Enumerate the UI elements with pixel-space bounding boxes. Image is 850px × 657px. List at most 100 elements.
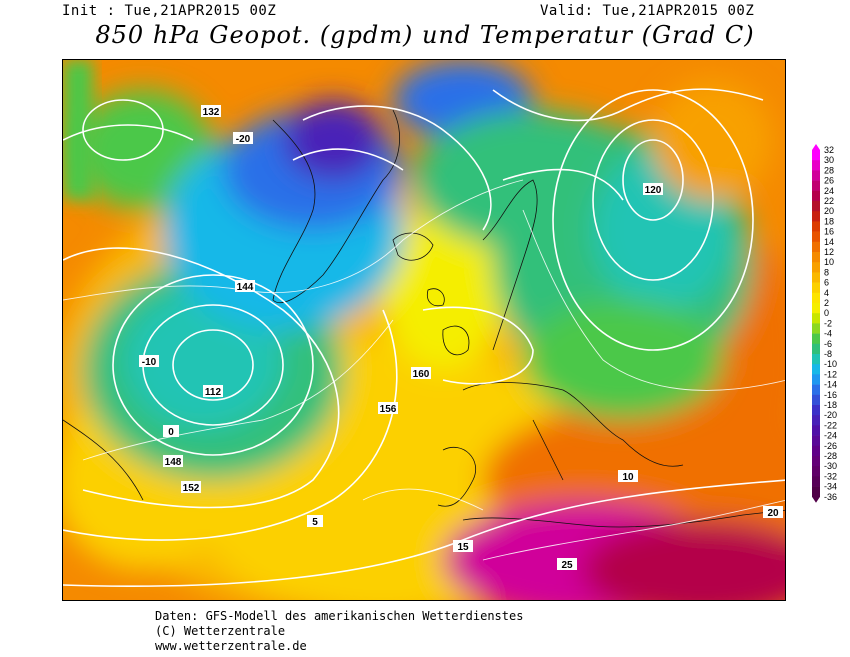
legend-swatch: [812, 374, 820, 385]
legend-swatch: [812, 394, 820, 406]
legend-bottom-arrow: [812, 496, 820, 503]
legend-tick-label: 10: [824, 257, 834, 267]
svg-text:5: 5: [312, 517, 318, 528]
legend-tick-label: -8: [824, 349, 832, 359]
legend-swatch: [812, 170, 820, 181]
legend-tick-label: 2: [824, 298, 829, 308]
temperature-label-25: 25: [557, 558, 577, 571]
legend-tick-label: -24: [824, 431, 837, 441]
footer-source: Daten: GFS-Modell des amerikanischen Wet…: [155, 609, 524, 623]
footer-copyright: (C) Wetterzentrale: [155, 624, 286, 638]
svg-text:10: 10: [622, 472, 634, 483]
svg-text:152: 152: [183, 483, 200, 494]
legend-tick-label: -6: [824, 339, 832, 349]
legend-swatch: [812, 211, 820, 222]
legend-tick-label: -2: [824, 318, 832, 328]
svg-text:0: 0: [168, 427, 174, 438]
legend-swatch: [812, 252, 820, 263]
legend-tick-label: -12: [824, 369, 837, 379]
legend-swatch: [812, 476, 820, 487]
legend-swatch: [812, 456, 820, 467]
legend-swatch: [812, 221, 820, 232]
geopotential-label-160: 160: [411, 367, 431, 380]
temperature-label-minus10: -10: [139, 355, 159, 368]
legend-swatch: [812, 180, 820, 192]
legend-swatch: [812, 333, 820, 345]
valid-time: Valid: Tue,21APR2015 00Z: [540, 3, 755, 19]
legend-tick-label: 24: [824, 186, 834, 196]
legend-swatch: [812, 201, 820, 212]
legend-tick-label: 28: [824, 165, 834, 175]
legend-swatch: [812, 303, 820, 314]
footer-website: www.wetterzentrale.de: [155, 639, 307, 653]
legend-tick-label: -36: [824, 492, 837, 502]
temperature-label-20: 20: [763, 506, 783, 519]
legend-swatch: [812, 486, 820, 498]
legend-tick-label: 14: [824, 237, 834, 247]
legend-swatch: [812, 313, 820, 324]
legend-swatch: [812, 190, 820, 202]
legend-swatch: [812, 425, 820, 436]
legend-swatch: [812, 160, 820, 171]
legend-scale: 32302826242220181614121086420-2-4-6-8-10…: [812, 144, 837, 503]
legend-swatch: [812, 415, 820, 426]
geopotential-contours: [63, 88, 785, 587]
svg-text:20: 20: [767, 508, 779, 519]
legend-tick-label: -30: [824, 461, 837, 471]
svg-text:156: 156: [380, 404, 397, 415]
legend-swatch: [812, 262, 820, 273]
legend-tick-label: -34: [824, 482, 837, 492]
legend-tick-label: 30: [824, 155, 834, 165]
legend-swatch: [812, 241, 820, 253]
legend-swatch: [812, 354, 820, 365]
svg-text:144: 144: [237, 282, 254, 293]
legend-swatch: [812, 364, 820, 375]
svg-text:112: 112: [205, 387, 222, 398]
legend-tick-label: 18: [824, 216, 834, 226]
geopotential-label-112: 112: [203, 385, 223, 398]
legend-tick-label: -16: [824, 390, 837, 400]
geopotential-label-144: 144: [235, 280, 255, 293]
legend-tick-label: -22: [824, 420, 837, 430]
legend-tick-label: -20: [824, 410, 837, 420]
legend-swatch: [812, 150, 820, 161]
legend-tick-label: 32: [824, 145, 834, 155]
temperature-label-15: 15: [453, 540, 473, 553]
temperature-label-10: 10: [618, 470, 638, 483]
legend-tick-label: -18: [824, 400, 837, 410]
legend-tick-label: 20: [824, 206, 834, 216]
legend-tick-label: 26: [824, 176, 834, 186]
temperature-legend: 32 30 28 26 24 22 20 18 16 14 12 10 8 6 4 2 0 -2 -4 -6 -8 -10…: [810, 144, 850, 514]
svg-text:-20: -20: [236, 134, 251, 145]
temperature-label-5: 5: [307, 515, 323, 528]
weather-map: 132 144 148 152 156 160 120 112 -20 -10 …: [62, 59, 786, 601]
legend-swatch: [812, 292, 820, 304]
geopotential-label-152: 152: [181, 481, 201, 494]
geopotential-label-132: 132: [201, 105, 221, 118]
legend-tick-label: 8: [824, 267, 829, 277]
svg-text:148: 148: [165, 457, 182, 468]
svg-text:160: 160: [413, 369, 430, 380]
legend-tick-label: -14: [824, 380, 837, 390]
legend-swatch: [812, 445, 820, 457]
legend-swatch: [812, 282, 820, 294]
geopotential-label-120: 120: [643, 183, 663, 196]
legend-tick-label: 12: [824, 247, 834, 257]
legend-swatch: [812, 272, 820, 283]
temperature-contours: [63, 179, 785, 561]
legend-tick-label: 4: [824, 288, 829, 298]
temperature-field: [63, 60, 785, 600]
legend-tick-label: -4: [824, 329, 832, 339]
legend-swatch: [812, 343, 820, 355]
legend-swatch: [812, 466, 820, 477]
legend-tick-label: -32: [824, 471, 837, 481]
geopotential-label-148: 148: [163, 455, 183, 468]
init-time: Init : Tue,21APR2015 00Z: [62, 3, 277, 19]
temperature-label-0: 0: [163, 425, 179, 438]
svg-text:25: 25: [561, 560, 573, 571]
contour-labels: 132 144 148 152 156 160 120 112 -20 -10 …: [139, 105, 783, 571]
legend-swatch: [812, 405, 820, 416]
svg-text:15: 15: [457, 542, 469, 553]
map-canvas: 132 144 148 152 156 160 120 112 -20 -10 …: [63, 60, 785, 600]
svg-text:120: 120: [645, 185, 662, 196]
